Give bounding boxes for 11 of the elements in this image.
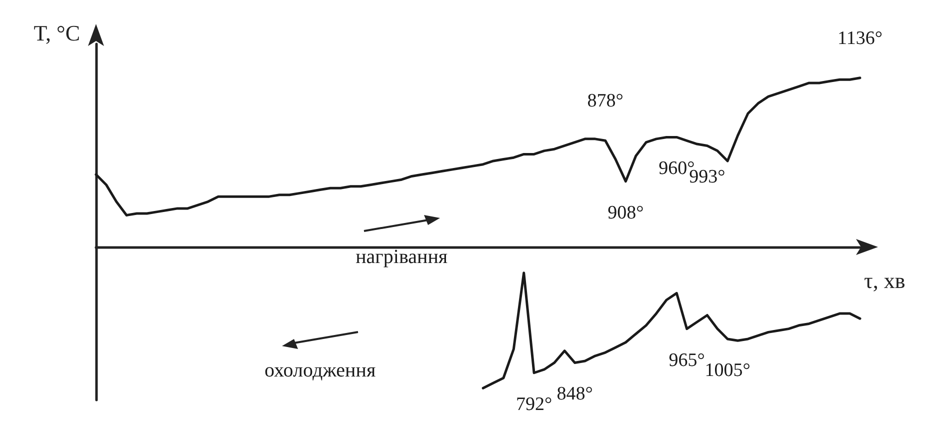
annotation: 1005° [704, 360, 750, 381]
annotation: 965° [668, 350, 705, 371]
legend-label: нагрівання [356, 246, 448, 268]
annotation: 908° [608, 202, 644, 224]
y-axis-title: T, °C [34, 20, 80, 46]
text: 792° [516, 394, 552, 415]
annotation: 878° [587, 90, 624, 112]
annotation: 848° [556, 384, 593, 405]
text: 1136° [838, 28, 882, 49]
legend-label: охолодження [264, 360, 376, 382]
x-axis-title: τ, хв [864, 268, 906, 293]
